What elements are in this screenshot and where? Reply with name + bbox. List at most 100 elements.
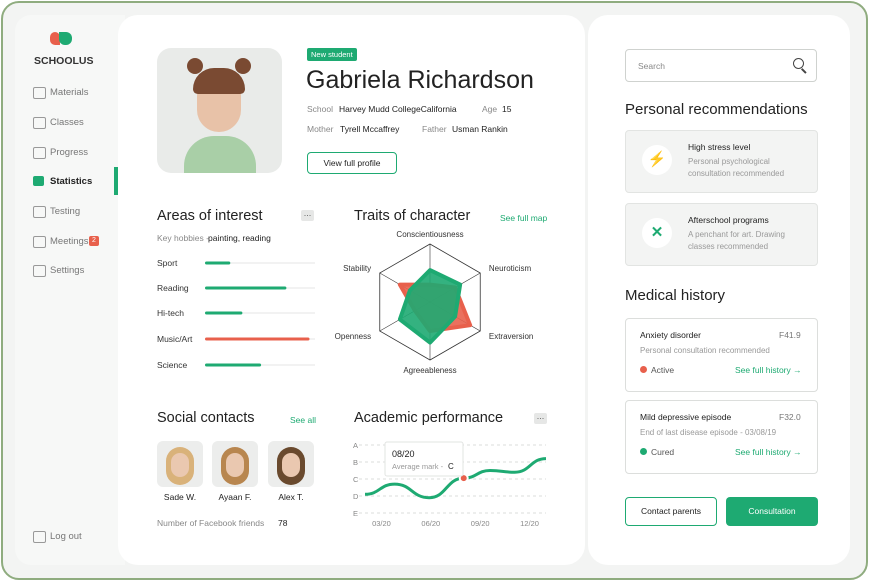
link[interactable]: See full history → xyxy=(735,447,802,457)
section-title: Medical history xyxy=(625,287,726,304)
value: Tyrell Mccaffrey xyxy=(340,124,400,134)
label: Age xyxy=(482,104,498,114)
logout-icon xyxy=(33,531,46,543)
label: Key hobbies - xyxy=(157,233,209,243)
menu-icon xyxy=(33,117,46,129)
rec-title: High stress level xyxy=(688,142,751,152)
bar xyxy=(205,286,287,290)
sidebar xyxy=(15,15,125,565)
x-tick-label: 06/20 xyxy=(421,519,440,528)
contact-name: Ayaan F. xyxy=(218,492,252,502)
rec-title: Afterschool programs xyxy=(688,215,769,225)
bar-label: Hi-tech xyxy=(157,308,184,318)
tag: New student xyxy=(307,48,357,61)
logo: SCHOOLUS xyxy=(34,55,94,67)
contact-name: Sade W. xyxy=(163,492,197,502)
y-tick-label: A xyxy=(353,441,358,450)
bar xyxy=(205,337,310,341)
contact-photo xyxy=(212,441,258,487)
x-tick-label: 09/20 xyxy=(471,519,490,528)
x-tick-label: 03/20 xyxy=(372,519,391,528)
section-title: Traits of character xyxy=(354,208,471,224)
more-button[interactable]: ... xyxy=(534,412,547,424)
rec-text: A penchant for art. Drawing classes reco… xyxy=(688,230,785,251)
bar-label: Music/Art xyxy=(157,334,193,344)
menu-icon xyxy=(33,265,46,277)
diagnosis: Mild depressive episode xyxy=(640,412,732,422)
menu-item[interactable]: Progress xyxy=(50,147,89,158)
x-tick-label: 12/20 xyxy=(520,519,539,528)
value: 78 xyxy=(278,518,288,528)
radar-axis-label: Agreeableness xyxy=(403,366,456,375)
rec-icon: ✕ xyxy=(642,218,672,248)
note: End of last disease episode - 03/08/19 xyxy=(640,428,777,437)
status-dot xyxy=(640,366,647,373)
value: Harvey Mudd CollegeCalifornia xyxy=(339,104,457,114)
tooltip-label: Average mark - xyxy=(392,462,444,471)
search-placeholder: Search xyxy=(638,61,665,71)
bar xyxy=(205,261,231,265)
section-title: Academic performance xyxy=(354,410,504,426)
radar-axis-label: Neuroticism xyxy=(489,264,532,273)
link[interactable]: See full map xyxy=(500,213,548,223)
menu-item[interactable]: Testing xyxy=(50,206,81,217)
value: 15 xyxy=(502,104,512,114)
search-icon xyxy=(793,58,804,69)
link[interactable]: See full history → xyxy=(735,365,802,375)
search-box[interactable] xyxy=(625,49,817,82)
link[interactable]: See all xyxy=(290,415,316,425)
value: painting, reading xyxy=(208,233,271,243)
tooltip-date: 08/20 xyxy=(392,449,415,459)
radar-area xyxy=(397,268,463,345)
label: Father xyxy=(422,124,447,134)
section-title: Areas of interest xyxy=(157,208,263,224)
bar xyxy=(205,363,262,367)
status-dot xyxy=(640,448,647,455)
logout[interactable]: Log out xyxy=(50,531,82,542)
menu-icon xyxy=(33,147,46,159)
logo-mark xyxy=(50,32,60,45)
note: Personal consultation recommended xyxy=(640,346,770,355)
button[interactable]: Contact parents xyxy=(625,497,717,526)
section-title: Personal recommendations xyxy=(625,101,808,118)
medical-card xyxy=(625,318,818,392)
menu-item[interactable]: Classes xyxy=(50,117,84,128)
button[interactable]: Consultation xyxy=(726,497,818,526)
medical-card xyxy=(625,400,818,474)
tooltip xyxy=(384,441,464,477)
y-tick-label: D xyxy=(353,492,359,501)
profile-photo xyxy=(157,48,282,173)
menu-item[interactable]: Settings xyxy=(50,265,85,276)
bar-label: Science xyxy=(157,360,188,370)
label: School xyxy=(307,104,333,114)
logo-mark xyxy=(59,32,72,45)
status: Active xyxy=(651,365,675,375)
contact-name: Alex T. xyxy=(278,492,304,502)
y-tick-label: E xyxy=(353,509,358,518)
bar xyxy=(205,311,243,315)
tooltip-grade: C xyxy=(448,462,454,471)
radar-axis-label: Extraversion xyxy=(489,332,533,341)
diagnosis: Anxiety disorder xyxy=(640,330,701,340)
badge: 2 xyxy=(89,236,99,246)
more-button[interactable]: ... xyxy=(301,209,314,221)
menu-item[interactable]: Meetings xyxy=(50,236,89,247)
code: F32.0 xyxy=(779,412,801,422)
menu-icon xyxy=(33,87,46,99)
contact-photo xyxy=(268,441,314,487)
radar-axis-label: Openness xyxy=(335,332,371,341)
section-title: Social contacts xyxy=(157,410,255,426)
menu-icon xyxy=(33,206,46,218)
rec-icon: ⚡ xyxy=(642,145,672,175)
code: F41.9 xyxy=(779,330,801,340)
radar-axis-label: Stability xyxy=(343,264,371,273)
menu-item[interactable]: Materials xyxy=(50,87,89,98)
label: Number of Facebook friends xyxy=(157,518,265,528)
button[interactable]: View full profile xyxy=(307,152,397,174)
value: Usman Rankin xyxy=(452,124,508,134)
menu-item[interactable]: Statistics xyxy=(50,176,93,187)
menu-icon xyxy=(33,176,44,186)
radar-axis-label: Conscientiousness xyxy=(396,230,463,239)
